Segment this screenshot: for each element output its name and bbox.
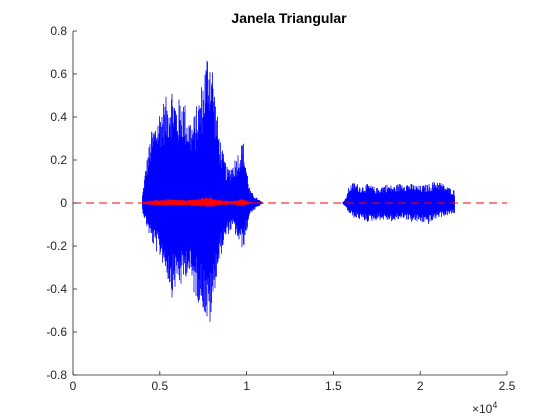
y-tick-label: 0.8 bbox=[50, 24, 67, 38]
x-tick-label: 2.5 bbox=[499, 379, 516, 393]
x-exponent-base: ×10 bbox=[472, 402, 493, 416]
y-tick-label: -0.8 bbox=[46, 368, 67, 382]
x-tick-label: 1 bbox=[243, 379, 250, 393]
x-tick-label: 0.5 bbox=[151, 379, 168, 393]
x-tick-label: 0 bbox=[70, 379, 77, 393]
y-tick-label: -0.4 bbox=[46, 282, 67, 296]
chart-title: Janela Triangular bbox=[231, 10, 347, 26]
y-tick-label: -0.6 bbox=[46, 325, 67, 339]
y-tick-label: 0.4 bbox=[50, 110, 67, 124]
y-tick-label: -0.2 bbox=[46, 239, 67, 253]
y-tick-label: 0.2 bbox=[50, 153, 67, 167]
x-tick-label: 2 bbox=[417, 379, 424, 393]
x-tick-label: 1.5 bbox=[325, 379, 342, 393]
x-exponent-power: 4 bbox=[492, 400, 497, 410]
y-tick-label: 0 bbox=[60, 196, 67, 210]
y-tick-label: 0.6 bbox=[50, 67, 67, 81]
